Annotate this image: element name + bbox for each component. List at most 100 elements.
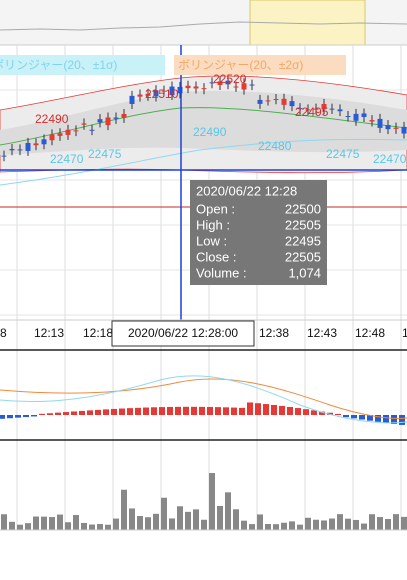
macd-bar (271, 404, 277, 415)
candle (257, 99, 263, 104)
time-label: 8 (0, 326, 7, 340)
tooltip-value: 22495 (285, 233, 321, 248)
macd-bar (311, 410, 317, 415)
volume-bar (337, 514, 343, 530)
candle (313, 108, 319, 110)
macd-bar (87, 410, 93, 415)
price-label: 22475 (326, 147, 360, 161)
candle (137, 94, 143, 97)
macd-bar (247, 402, 253, 415)
tooltip-value: 1,074 (288, 265, 321, 280)
volume-bar (345, 518, 351, 530)
tooltip-value: 22500 (285, 201, 321, 216)
candle (121, 113, 127, 118)
volume-bar (393, 514, 399, 530)
candle (225, 80, 231, 85)
time-cursor-box (111, 320, 255, 347)
macd-bar (151, 407, 157, 415)
volume-bar (209, 473, 215, 530)
macd-bar (327, 412, 333, 415)
macd-bar (255, 403, 261, 415)
candle (145, 93, 151, 96)
volume-bar (329, 518, 335, 530)
macd-bar (223, 407, 229, 415)
macd-bar (127, 408, 133, 415)
legend-2: ボリンジャー(20、±2σ) (178, 58, 303, 72)
macd-bar (343, 415, 349, 418)
macd-bar (367, 415, 373, 421)
macd-bar (0, 415, 5, 419)
price-label: 22470 (50, 152, 84, 166)
price-label: 22490 (35, 112, 69, 126)
volume-bar (225, 492, 231, 530)
volume-bar (305, 517, 311, 530)
candle (129, 95, 135, 104)
macd-bar (23, 415, 29, 418)
volume-bar (153, 513, 159, 530)
time-label: 12:38 (259, 326, 289, 340)
volume-bar (65, 522, 71, 530)
macd-bar (239, 407, 245, 415)
macd-bar (15, 415, 21, 418)
macd-bar (303, 409, 309, 415)
volume-bar (353, 519, 359, 530)
macd-line (0, 375, 407, 424)
candle (241, 83, 247, 90)
macd-bar (79, 410, 85, 415)
volume-bar (385, 519, 391, 530)
macd-bar (71, 411, 77, 415)
volume-bar (129, 508, 135, 530)
macd-bar (351, 415, 357, 419)
candle (153, 90, 159, 97)
volume-bar (169, 518, 175, 530)
tooltip (190, 180, 327, 285)
volume-bar (113, 518, 119, 530)
candle (385, 125, 391, 130)
candle (201, 88, 207, 90)
macd-bar (231, 407, 237, 415)
volume-bar (185, 511, 191, 530)
volume-bar (217, 506, 223, 530)
legend-1-bg (0, 55, 165, 75)
volume-bar (81, 522, 87, 530)
tooltip-key: Volume : (196, 265, 247, 280)
macd-panel (0, 402, 405, 425)
time-label: 12:18 (83, 326, 113, 340)
volume-bar (25, 523, 31, 530)
tooltip-key: High : (196, 217, 230, 232)
candle (25, 142, 31, 151)
volume-bar (281, 522, 287, 530)
candle (329, 108, 335, 110)
volume-bar (201, 519, 207, 530)
macd-bar (263, 404, 269, 415)
bollinger-1-band (0, 90, 407, 155)
candle (353, 113, 359, 121)
candle (289, 101, 295, 107)
volume-bar (33, 516, 39, 530)
candle (1, 155, 7, 157)
candle (193, 86, 199, 89)
volume-bar (1, 514, 7, 530)
macd-bar (399, 415, 405, 425)
tooltip-key: Close : (196, 249, 236, 264)
candles (1, 75, 407, 162)
tooltip-title: 2020/06/22 12:28 (196, 183, 297, 198)
macd-bar (383, 415, 389, 423)
candle (345, 116, 351, 118)
candle (217, 81, 223, 86)
volume-bar (137, 515, 143, 530)
candle (401, 126, 407, 134)
time-cursor-label: 2020/06/22 12:28:00 (128, 326, 238, 340)
time-label: 12:43 (307, 326, 337, 340)
tooltip-key: Low : (196, 233, 227, 248)
candle (65, 129, 71, 135)
candle (185, 85, 191, 89)
candle (321, 103, 327, 110)
candle (113, 117, 119, 119)
candle (393, 127, 399, 129)
macd-bar (31, 415, 37, 417)
volume-bar (273, 524, 279, 530)
price-label: 22510 (145, 87, 179, 101)
candle (33, 143, 39, 146)
volume-bar (193, 509, 199, 530)
